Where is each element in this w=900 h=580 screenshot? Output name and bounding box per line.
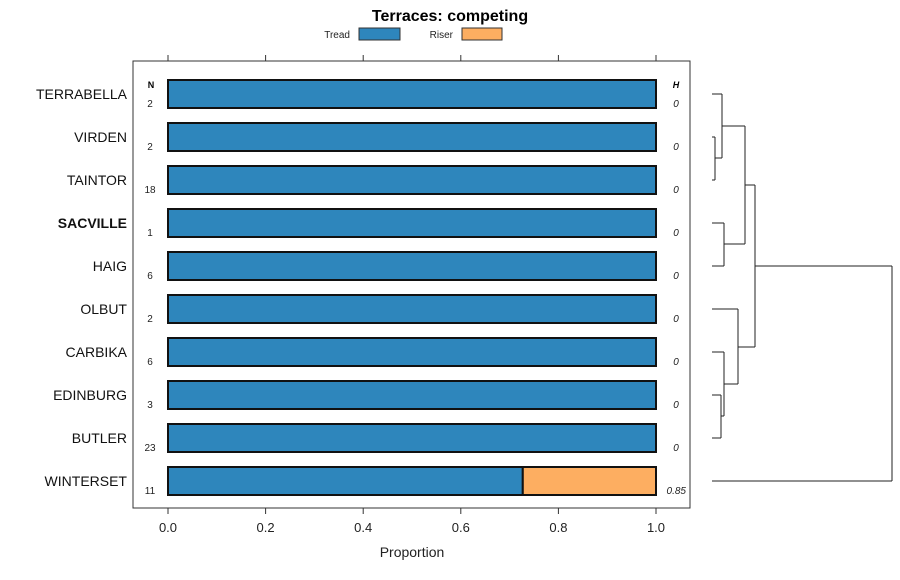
legend-label-riser: Riser (430, 30, 454, 41)
bar-tread (167, 337, 657, 367)
legend-label-tread: Tread (324, 30, 350, 41)
dendro-root (712, 265, 893, 482)
h-header: H (673, 80, 680, 90)
n-value: 6 (147, 357, 153, 368)
bar-tread (167, 208, 657, 238)
category-label: WINTERSET (45, 473, 128, 489)
chart-title: Terraces: competing (372, 8, 528, 25)
h-value: 0 (673, 185, 679, 196)
category-label: TERRABELLA (36, 86, 128, 102)
h-value: 0 (673, 142, 679, 153)
legend-swatch-riser (461, 27, 503, 41)
n-value: 18 (144, 185, 156, 196)
h-value: 0 (673, 314, 679, 325)
x-axis-label: Proportion (380, 544, 445, 560)
category-label: BUTLER (72, 430, 127, 446)
x-tick-label: 0.8 (549, 520, 567, 535)
bar-tread (167, 466, 524, 496)
dendro-branch (712, 125, 746, 267)
legend: Tread Riser (324, 27, 503, 41)
h-value: 0 (673, 443, 679, 454)
h-value: 0.85 (667, 486, 687, 497)
category-label: CARBIKA (66, 344, 128, 360)
bar-tread (167, 122, 657, 152)
category-label: TAINTOR (67, 172, 127, 188)
h-value: 0 (673, 400, 679, 411)
n-value: 2 (147, 142, 153, 153)
plot-panel (132, 60, 691, 509)
dendro-branch (712, 184, 756, 439)
bar-riser (521, 466, 657, 496)
h-value: 0 (673, 228, 679, 239)
h-value: 0 (673, 357, 679, 368)
n-value: 11 (145, 486, 156, 497)
n-value: 6 (147, 271, 153, 282)
category-label: OLBUT (80, 301, 127, 317)
h-value: 0 (673, 271, 679, 282)
category-label: EDINBURG (53, 387, 127, 403)
bar-tread (167, 165, 657, 195)
category-label: SACVILLE (58, 215, 127, 231)
n-value: 2 (147, 99, 153, 110)
category-label: HAIG (93, 258, 127, 274)
x-tick-label: 0.4 (354, 520, 372, 535)
x-tick-label: 0.0 (159, 520, 177, 535)
bar-tread (167, 380, 657, 410)
bar-tread (167, 251, 657, 281)
n-header: N (148, 80, 155, 90)
dendro-branch (712, 93, 723, 181)
n-value: 2 (147, 314, 153, 325)
x-tick-label: 0.6 (452, 520, 470, 535)
dendrogram (712, 93, 893, 482)
bar-tread (167, 423, 657, 453)
bar-tread (167, 294, 657, 324)
n-value: 3 (147, 400, 153, 411)
category-label: VIRDEN (74, 129, 127, 145)
n-value: 23 (144, 443, 156, 454)
legend-swatch-tread (358, 27, 401, 41)
x-tick-label: 0.2 (257, 520, 275, 535)
h-value: 0 (673, 99, 679, 110)
bar-tread (167, 79, 657, 109)
n-value: 1 (147, 228, 153, 239)
x-tick-label: 1.0 (647, 520, 665, 535)
